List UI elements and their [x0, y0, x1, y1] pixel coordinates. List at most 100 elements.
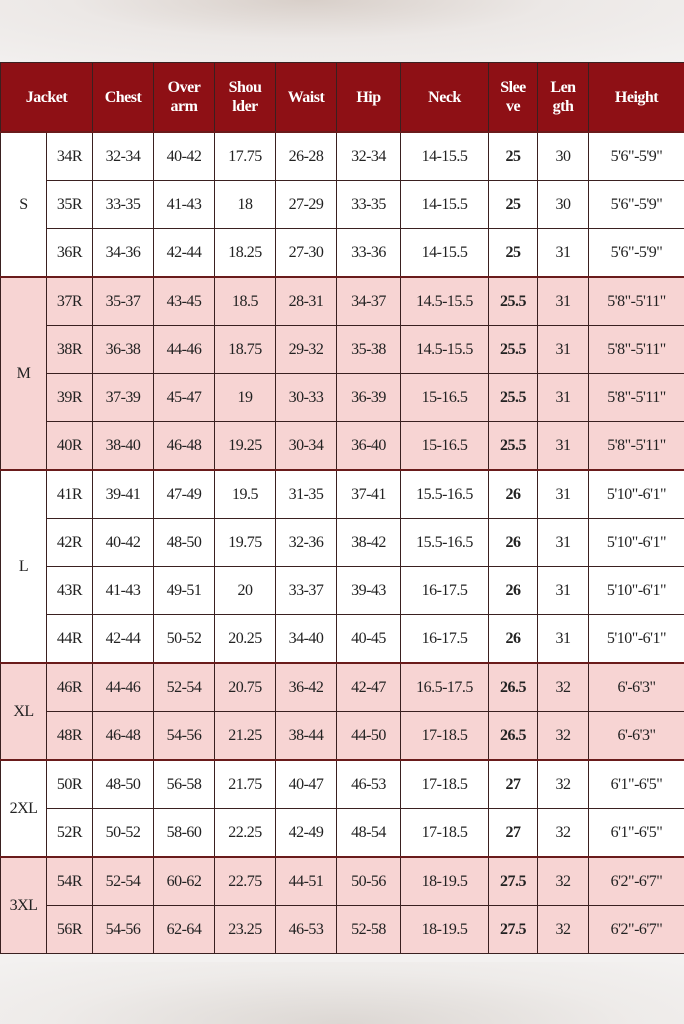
- cell-height: 5'6"-5'9": [588, 180, 684, 229]
- cell-hip: 50-56: [336, 856, 401, 906]
- cell-waist: 27-29: [275, 180, 337, 229]
- cell-over-arm: 43-45: [153, 276, 215, 326]
- header-text: Hip: [356, 88, 381, 106]
- cell-waist: 40-47: [275, 759, 337, 809]
- cell-length: 31: [537, 228, 589, 278]
- cell-neck: 15-16.5: [400, 373, 489, 422]
- cell-neck: 18-19.5: [400, 905, 489, 954]
- cell-height: 5'8"-5'11": [588, 325, 684, 374]
- cell-neck: 16.5-17.5: [400, 662, 489, 712]
- cell-sleeve: 25: [488, 228, 538, 278]
- cell-shoulder: 17.75: [214, 131, 276, 181]
- header-neck: Neck: [400, 62, 489, 133]
- jacket-size-chart: Jacket Chest Over arm Shou lder Waist Hip Neck Sl…: [0, 62, 684, 954]
- cell-waist: 30-34: [275, 421, 337, 471]
- table-row: 3XL 54R 52-54 60-62 22.75 44-51 50-56 18-19.5 27…: [0, 856, 684, 954]
- cell-sleeve: 27.5: [488, 905, 538, 954]
- cell-hip: 39-43: [336, 566, 401, 615]
- cell-chest: 46-48: [92, 711, 154, 761]
- cell-length: 31: [537, 373, 589, 422]
- cell-sleeve: 25.5: [488, 421, 538, 471]
- table-row: XL 46R 44-46 52-54 20.75 36-42 42-47 16.5-17.5 2…: [0, 662, 684, 761]
- cell-jacket-size: 52R: [46, 808, 93, 858]
- cell-length: 31: [537, 469, 589, 519]
- cell-hip: 36-39: [336, 373, 401, 422]
- cell-length: 32: [537, 759, 589, 809]
- cell-chest: 48-50: [92, 759, 154, 809]
- table-row: 56R 54-56 62-64 23.25 46-53 52-58 18-19.5 27.5 3…: [1, 905, 684, 954]
- header-text: Jacket: [25, 88, 68, 106]
- cell-shoulder: 22.75: [214, 856, 276, 906]
- header-hip: Hip: [336, 62, 401, 133]
- cell-chest: 34-36: [92, 228, 154, 278]
- header-text: Chest: [104, 88, 142, 106]
- cell-height: 6'1"-6'5": [588, 759, 684, 809]
- cell-chest: 36-38: [92, 325, 154, 374]
- table-row: 48R 46-48 54-56 21.25 38-44 44-50 17-18.5 26.5 3…: [1, 711, 684, 761]
- cell-chest: 54-56: [92, 905, 154, 954]
- table-row: 39R 37-39 45-47 19 30-33 36-39 15-16.5 25.5 31 5'…: [1, 373, 684, 422]
- cell-length: 32: [537, 905, 589, 954]
- header-text: arm: [170, 98, 198, 115]
- cell-over-arm: 41-43: [153, 180, 215, 229]
- size-group-label: 3XL: [0, 856, 47, 954]
- cell-over-arm: 46-48: [153, 421, 215, 471]
- cell-neck: 15.5-16.5: [400, 469, 489, 519]
- cell-waist: 36-42: [275, 662, 337, 712]
- cell-length: 31: [537, 566, 589, 615]
- header-text: Waist: [287, 88, 325, 106]
- cell-shoulder: 20.75: [214, 662, 276, 712]
- cell-sleeve: 27: [488, 759, 538, 809]
- table-row: 43R 41-43 49-51 20 33-37 39-43 16-17.5 26 31 5'10…: [1, 566, 684, 615]
- table-row: M 37R 35-37 43-45 18.5 28-31 34-37 14.5-15.5 25.…: [0, 276, 684, 471]
- header-length: Len gth: [537, 62, 589, 133]
- cell-height: 6'-6'3": [588, 662, 684, 712]
- cell-waist: 29-32: [275, 325, 337, 374]
- cell-height: 5'8"-5'11": [588, 421, 684, 471]
- cell-hip: 33-35: [336, 180, 401, 229]
- cell-neck: 15-16.5: [400, 421, 489, 471]
- cell-hip: 34-37: [336, 276, 401, 326]
- cell-chest: 37-39: [92, 373, 154, 422]
- cell-jacket-size: 39R: [46, 373, 93, 422]
- cell-sleeve: 26.5: [488, 662, 538, 712]
- cell-waist: 33-37: [275, 566, 337, 615]
- cell-over-arm: 54-56: [153, 711, 215, 761]
- cell-over-arm: 48-50: [153, 518, 215, 567]
- cell-height: 6'-6'3": [588, 711, 684, 761]
- cell-neck: 17-18.5: [400, 759, 489, 809]
- cell-sleeve: 27.5: [488, 856, 538, 906]
- cell-sleeve: 25: [488, 131, 538, 181]
- cell-shoulder: 20: [214, 566, 276, 615]
- size-group-label: L: [0, 469, 47, 664]
- table-row: 36R 34-36 42-44 18.25 27-30 33-36 14-15.5 25 31 5…: [1, 228, 684, 278]
- cell-jacket-size: 48R: [46, 711, 93, 761]
- cell-hip: 33-36: [336, 228, 401, 278]
- cell-sleeve: 26.5: [488, 711, 538, 761]
- cell-neck: 17-18.5: [400, 711, 489, 761]
- cell-shoulder: 18.25: [214, 228, 276, 278]
- header-jacket: Jacket: [0, 62, 93, 133]
- cell-jacket-size: 34R: [46, 131, 93, 181]
- cell-hip: 32-34: [336, 131, 401, 181]
- cell-sleeve: 26: [488, 469, 538, 519]
- cell-sleeve: 25.5: [488, 373, 538, 422]
- cell-over-arm: 50-52: [153, 614, 215, 664]
- cell-height: 5'10"-6'1": [588, 566, 684, 615]
- cell-height: 5'10"-6'1": [588, 469, 684, 519]
- header-text: Slee: [500, 79, 526, 96]
- cell-shoulder: 21.75: [214, 759, 276, 809]
- cell-hip: 37-41: [336, 469, 401, 519]
- cell-chest: 50-52: [92, 808, 154, 858]
- cell-jacket-size: 50R: [46, 759, 93, 809]
- background-photo-bottom: [0, 962, 684, 1024]
- cell-chest: 35-37: [92, 276, 154, 326]
- cell-jacket-size: 43R: [46, 566, 93, 615]
- cell-jacket-size: 56R: [46, 905, 93, 954]
- cell-neck: 16-17.5: [400, 566, 489, 615]
- cell-chest: 41-43: [92, 566, 154, 615]
- header-text: Len: [550, 79, 576, 96]
- cell-hip: 44-50: [336, 711, 401, 761]
- cell-neck: 14-15.5: [400, 131, 489, 181]
- cell-sleeve: 26: [488, 614, 538, 664]
